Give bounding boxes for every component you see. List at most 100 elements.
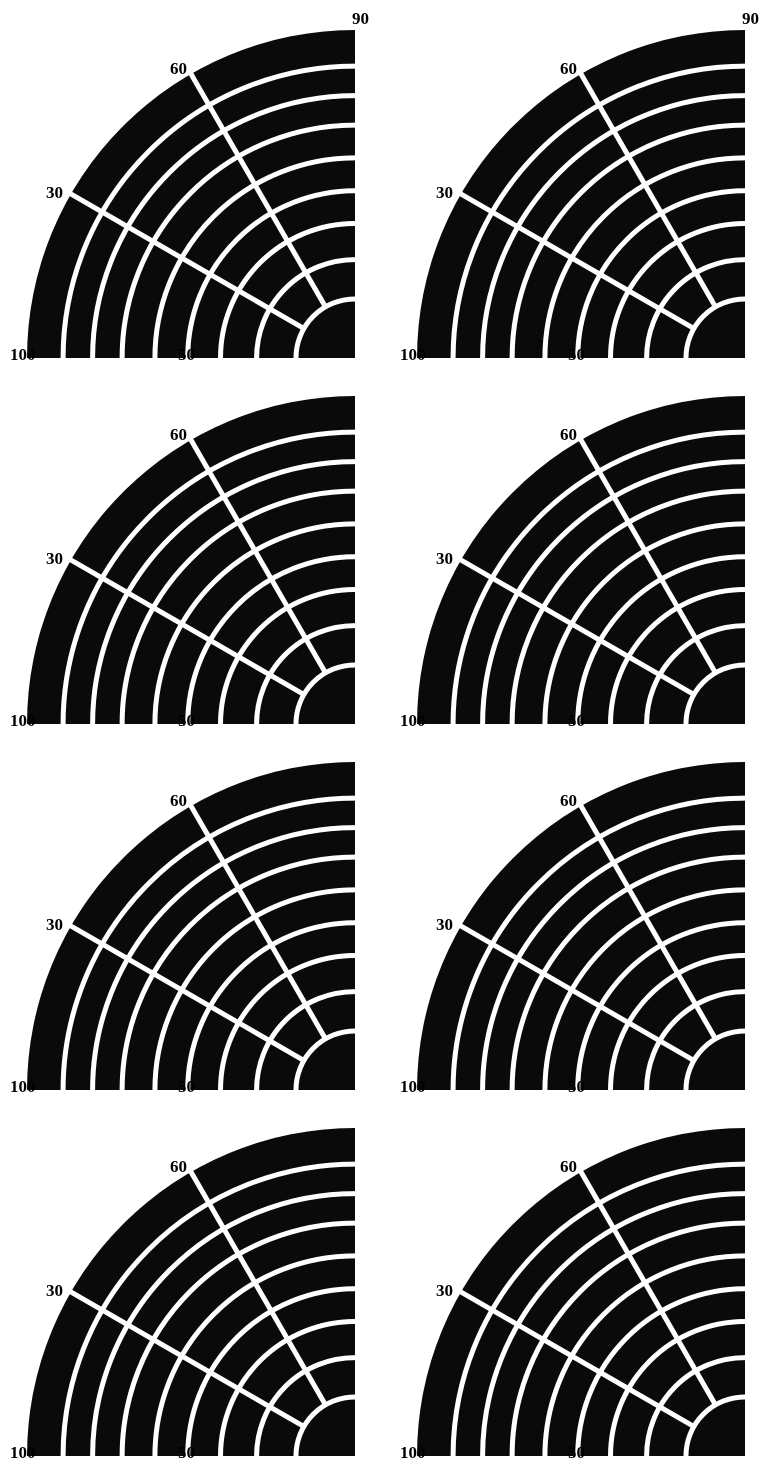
grid-ring-1 [293,296,356,359]
grid-ring-6 [119,854,356,1091]
grid-ring-8 [450,1161,746,1457]
grid-ring-8 [60,795,356,1091]
grid-ring-1 [293,1028,356,1091]
disc-shape [417,30,746,359]
quarter-disc-r1-c2: 90 60 30 100 50 [400,9,759,364]
grid-ring-5 [152,1253,356,1457]
radius-label-100: 100 [10,1443,36,1462]
panel-r3-c1: 60 30 100 50 [0,732,390,1098]
grid-ring-1 [683,1028,746,1091]
angle-label-30: 30 [436,549,453,568]
panel-r1-c2: 90 60 30 100 50 [390,0,780,366]
angle-label-60: 60 [560,59,577,78]
angle-label-90: 90 [742,9,759,28]
radial-spoke-60 [185,67,328,309]
grid-ring-4 [185,1286,356,1457]
angle-label-60: 60 [560,791,577,810]
grid-ring-3 [218,953,356,1091]
grid-ring-3 [608,587,746,725]
grid-ring-1 [683,296,746,359]
radius-label-100: 100 [10,1077,36,1096]
grid-ring-6 [509,488,746,725]
grid-ring-7 [480,1191,746,1457]
grid-ring-7 [90,459,356,725]
radial-spoke-30 [64,1286,306,1429]
grid-ring-8 [450,429,746,725]
grid-ring-7 [90,825,356,1091]
grid-ring-5 [152,887,356,1091]
radius-label-50: 50 [178,345,195,364]
grid-ring-4 [185,554,356,725]
grid-ring-6 [119,122,356,359]
angle-label-30: 30 [436,1281,453,1300]
grid-ring-3 [608,1319,746,1457]
grid-ring-5 [152,155,356,359]
grid-ring-2 [254,257,356,359]
grid-ring-8 [450,795,746,1091]
angle-label-30: 30 [436,915,453,934]
radial-spoke-60 [575,433,718,675]
angle-label-30: 30 [436,183,453,202]
grid-ring-4 [575,1286,746,1457]
grid-ring-3 [608,953,746,1091]
radial-spoke-60 [185,433,328,675]
grid-ring-3 [218,221,356,359]
disc-shape [417,762,746,1091]
angle-label-30: 30 [46,549,63,568]
radial-spoke-60 [185,1165,328,1407]
grid-ring-2 [644,1355,746,1457]
grid-ring-7 [480,459,746,725]
radial-spoke-30 [64,554,306,697]
grid-ring-7 [480,825,746,1091]
grid-ring-6 [509,854,746,1091]
grid-ring-2 [254,623,356,725]
grid-ring-5 [542,521,746,725]
grid-ring-5 [152,521,356,725]
angle-label-30: 30 [46,183,63,202]
grid-ring-1 [293,662,356,725]
grid-ring-6 [119,1220,356,1457]
grid-ring-4 [185,920,356,1091]
radial-spoke-60 [575,1165,718,1407]
angle-label-60: 60 [560,425,577,444]
grid-ring-3 [608,221,746,359]
grid-ring-4 [575,554,746,725]
radial-spoke-30 [454,188,696,331]
disc-shape [27,396,356,725]
quarter-disc-r4-c2: 60 30 100 50 [400,1128,746,1462]
grid-ring-2 [254,1355,356,1457]
angle-label-60: 60 [170,425,187,444]
angle-label-60: 60 [170,791,187,810]
grid-ring-8 [450,63,746,359]
angle-label-60: 60 [560,1157,577,1176]
quarter-disc-r2-c1: 60 30 100 50 [10,396,356,730]
quarter-disc-r4-c1: 60 30 100 50 [10,1128,356,1462]
radial-spoke-30 [454,920,696,1063]
grid-ring-5 [542,887,746,1091]
grid-ring-8 [60,429,356,725]
grid-ring-4 [185,188,356,359]
disc-shape [27,1128,356,1457]
panel-r3-c2: 60 30 100 50 [390,732,780,1098]
panel-r1-c1: 90 60 30 100 50 [0,0,390,366]
grid-ring-1 [683,1394,746,1457]
panel-r2-c2: 60 30 100 50 [390,366,780,732]
grid-ring-5 [542,155,746,359]
radius-label-50: 50 [178,1443,195,1462]
disc-shape [27,762,356,1091]
angle-label-60: 60 [170,1157,187,1176]
radius-label-50: 50 [568,345,585,364]
grid-ring-4 [575,188,746,359]
grid-ring-8 [60,1161,356,1457]
radius-label-50: 50 [568,711,585,730]
panel-r4-c2: 60 30 100 50 [390,1098,780,1464]
grid-ring-2 [644,989,746,1091]
angle-label-30: 30 [46,1281,63,1300]
radial-spoke-30 [64,920,306,1063]
radius-label-50: 50 [568,1077,585,1096]
disc-shape [27,30,356,359]
grid-ring-7 [90,1191,356,1457]
radius-label-50: 50 [178,1077,195,1096]
radius-label-100: 100 [400,711,426,730]
radial-spoke-30 [454,1286,696,1429]
